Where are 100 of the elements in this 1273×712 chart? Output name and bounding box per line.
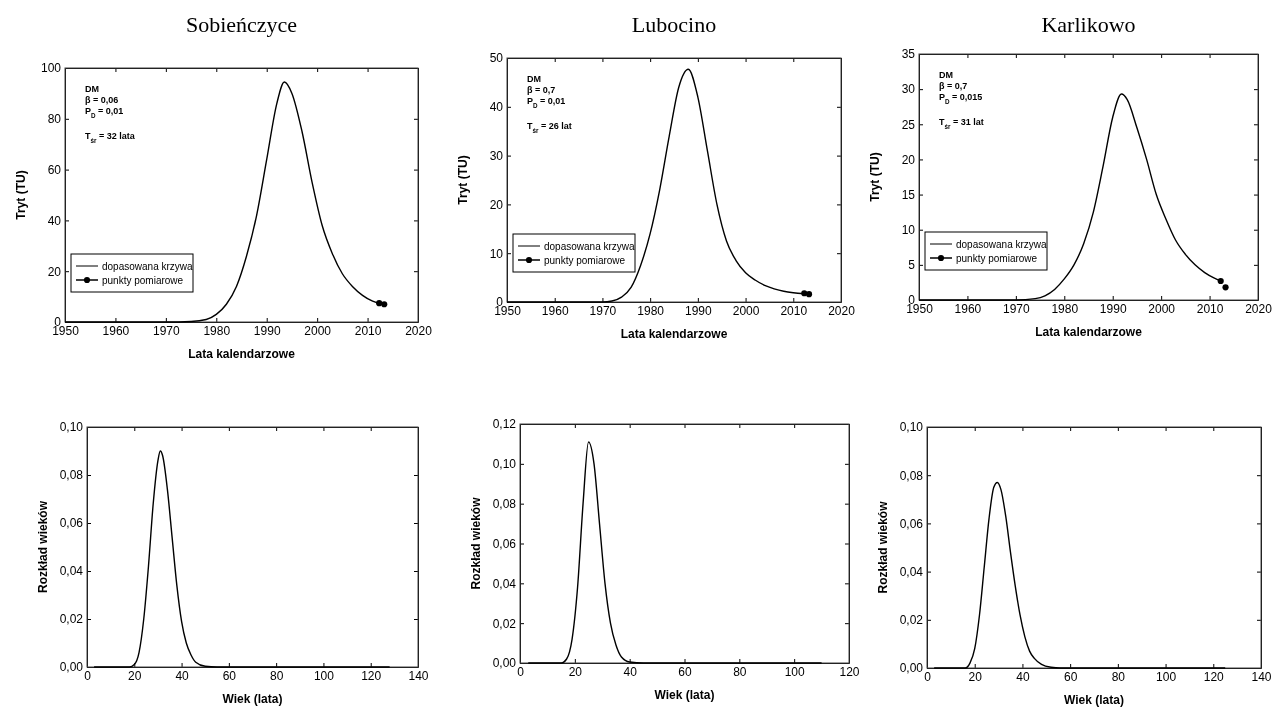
x-axis-title: Wiek (lata): [222, 692, 283, 706]
x-tick-label: 60: [222, 668, 237, 683]
legend-label: dopasowana krzywa: [956, 238, 1048, 250]
x-tick-label: 140: [408, 668, 429, 683]
line-series: [93, 450, 391, 668]
y-tick-label: 80: [47, 112, 62, 127]
x-tick-label: 80: [269, 668, 284, 683]
y-tick-label: 25: [901, 117, 916, 132]
y-tick-label: 30: [489, 148, 504, 163]
y-tick-label: 0,08: [59, 468, 84, 483]
y-axis-title: Tryt (TU): [14, 170, 28, 220]
y-axis-title: Rozkład wieków: [876, 500, 890, 594]
y-tick-label: 0,08: [899, 468, 924, 483]
y-tick-label: 5: [908, 258, 916, 273]
y-tick-label: 0,02: [59, 612, 84, 627]
x-tick-label: 2010: [1196, 301, 1224, 316]
x-tick-label: 1960: [954, 301, 982, 316]
x-tick-label: 80: [1111, 669, 1126, 684]
x-axis-title: Wiek (lata): [1064, 693, 1124, 707]
line-series: [933, 481, 1226, 669]
x-tick-label: 20: [128, 668, 142, 683]
x-tick-label: 1980: [637, 303, 665, 318]
x-tick-label: 40: [1016, 669, 1030, 684]
x-axis-title: Lata kalendarzowe: [620, 327, 728, 341]
y-tick-label: 0,06: [59, 516, 84, 531]
annotation: T$_{śr}$ = 26 lat: [527, 121, 572, 134]
y-tick-label: 0,00: [59, 660, 84, 675]
x-tick-label: 1990: [685, 303, 713, 318]
y-tick-label: 0,12: [492, 417, 517, 432]
x-tick-label: 2020: [828, 303, 856, 318]
annotation: β = 0,06: [85, 95, 119, 105]
y-tick-label: 0,00: [492, 656, 517, 671]
y-tick-label: 15: [901, 187, 916, 202]
y-tick-label: 0,06: [492, 536, 517, 551]
annotation: β = 0,7: [939, 81, 968, 91]
y-tick-label: 0,06: [899, 516, 924, 531]
y-tick-label: 60: [47, 162, 62, 177]
x-tick-label: 140: [1251, 669, 1272, 684]
y-tick-label: 0,04: [899, 564, 924, 579]
x-tick-label: 2010: [354, 323, 382, 338]
legend-label: punkty pomiarowe: [544, 254, 626, 266]
annotation: P$_{D}$ = 0,015: [939, 92, 983, 105]
annotation: P$_{D}$ = 0,01: [85, 106, 124, 119]
x-tick-label: 2010: [780, 303, 808, 318]
legend-label: dopasowana krzywa: [544, 240, 636, 252]
annotation: P$_{D}$ = 0,01: [527, 96, 566, 109]
x-tick-label: 120: [361, 668, 382, 683]
x-tick-label: 1990: [1099, 301, 1127, 316]
y-tick-label: 40: [489, 100, 504, 115]
y-tick-label: 20: [47, 264, 62, 279]
y-tick-label: 0,10: [899, 420, 924, 435]
x-tick-label: 1960: [102, 323, 130, 338]
y-tick-label: 0,10: [492, 457, 517, 472]
y-tick-label: 0,04: [59, 564, 84, 579]
legend-label: punkty pomiarowe: [956, 252, 1038, 264]
x-tick-label: 1980: [1051, 301, 1079, 316]
y-tick-label: 0,02: [899, 613, 924, 628]
y-tick-label: 0,04: [492, 576, 517, 591]
x-axis-title: Lata kalendarzowe: [188, 347, 296, 361]
x-tick-label: 2000: [304, 323, 332, 338]
x-tick-label: 80: [733, 664, 747, 679]
x-tick-label: 20: [568, 664, 583, 679]
x-tick-label: 2000: [1148, 301, 1176, 316]
line-series: [527, 441, 823, 664]
y-tick-label: 100: [40, 61, 62, 76]
x-tick-label: 2020: [1245, 301, 1273, 316]
y-tick-label: 0,00: [899, 661, 924, 676]
y-axis-title: Tryt (TU): [456, 155, 470, 205]
chart-title: Karlikowo: [1041, 12, 1136, 37]
y-tick-label: 50: [489, 51, 504, 66]
y-tick-label: 0,10: [59, 420, 84, 435]
x-axis-title: Wiek (lata): [654, 688, 715, 702]
x-tick-label: 100: [1156, 669, 1177, 684]
x-tick-label: 1980: [203, 323, 231, 338]
y-axis-title: Tryt (TU): [868, 152, 882, 202]
x-tick-label: 120: [839, 664, 860, 679]
y-tick-label: 0,02: [492, 616, 517, 631]
legend-label: punkty pomiarowe: [102, 274, 184, 286]
x-tick-label: 20: [968, 669, 983, 684]
y-tick-label: 0,08: [492, 497, 517, 512]
chart-title: Lubocino: [631, 12, 717, 37]
y-tick-label: 40: [47, 213, 62, 228]
y-tick-label: 30: [901, 82, 916, 97]
x-tick-label: 2000: [732, 303, 760, 318]
x-tick-label: 60: [1063, 669, 1078, 684]
x-tick-label: 1970: [153, 323, 181, 338]
x-tick-label: 100: [313, 668, 335, 683]
x-tick-label: 2020: [405, 323, 433, 338]
annotation: β = 0,7: [527, 85, 556, 95]
y-tick-label: 10: [901, 223, 916, 238]
y-tick-label: 20: [901, 152, 916, 167]
annotation: DM: [939, 70, 953, 80]
y-tick-label: 20: [489, 197, 504, 212]
x-tick-label: 1970: [589, 303, 617, 318]
annotation: DM: [85, 84, 99, 94]
y-axis-title: Rozkład wieków: [36, 500, 50, 594]
y-axis-title: Rozkład wieków: [469, 496, 483, 590]
x-tick-label: 120: [1203, 669, 1225, 684]
x-tick-label: 60: [678, 664, 692, 679]
y-tick-label: 10: [489, 246, 504, 261]
